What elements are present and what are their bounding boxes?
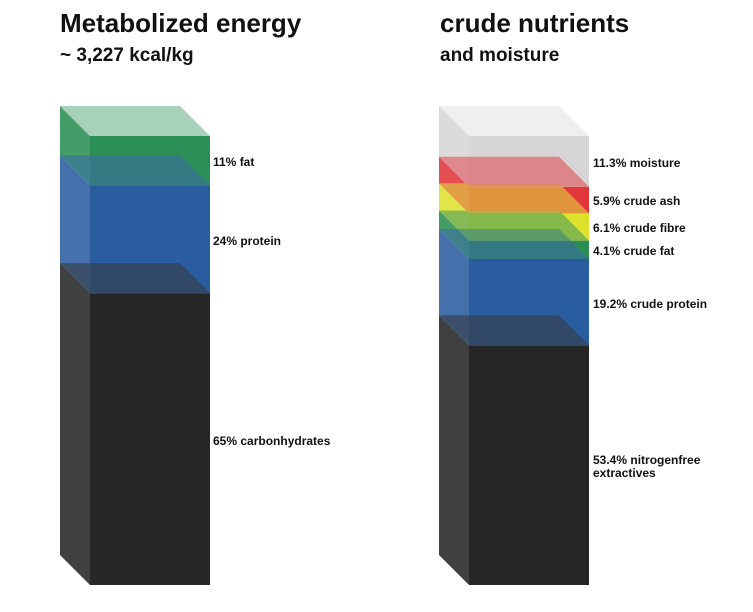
label-6-1-crude-fibre: 6.1% crude fibre	[593, 221, 686, 236]
label-5-9-crude-ash: 5.9% crude ash	[593, 194, 681, 209]
segment-4-1-crude-fat-top	[439, 210, 589, 241]
segment-6-1-crude-fibre-top	[439, 183, 589, 214]
bar-metabolized-energy	[60, 106, 210, 585]
label-65-carbonhydrates: 65% carbonhydrates	[213, 433, 331, 448]
segment-11-3-moisture-top	[439, 106, 589, 136]
label-24-protein: 24% protein	[213, 233, 282, 248]
segment-5-9-crude-ash-top	[439, 156, 589, 187]
chart-subtitle-energy: ~ 3,227 kcal/kg	[60, 45, 194, 66]
segment-65-carbonhydrates-front	[90, 293, 210, 585]
chart-title-crude-nutrients: crude nutrients	[440, 8, 630, 38]
segment-24-protein-top	[60, 155, 210, 186]
label-11-3-moisture: 11.3% moisture	[593, 155, 681, 170]
chart-subtitle-moisture: and moisture	[440, 45, 560, 66]
segment-53-4-nitrogenfree-extractives-top	[439, 315, 589, 346]
label-19-2-crude-protein: 19.2% crude protein	[593, 296, 708, 311]
segment-11-fat-top	[60, 106, 210, 136]
segment-65-carbonhydrates-side	[60, 263, 90, 585]
segment-53-4-nitrogenfree-extractives-front	[469, 345, 589, 585]
label-line: 53.4% nitrogenfree	[593, 453, 701, 468]
label-line: extractives	[593, 466, 656, 481]
label-4-1-crude-fat: 4.1% crude fat	[593, 244, 675, 259]
segment-65-carbonhydrates-top	[60, 263, 210, 294]
segment-53-4-nitrogenfree-extractives-side	[439, 315, 469, 585]
label-53-4-nitrogenfree-extractives: 53.4% nitrogenfree extractives	[593, 454, 700, 480]
segment-24-protein-side	[60, 155, 90, 294]
label-11-fat: 11% fat	[213, 155, 255, 170]
chart-title-metabolized-energy: Metabolized energy	[60, 8, 302, 38]
